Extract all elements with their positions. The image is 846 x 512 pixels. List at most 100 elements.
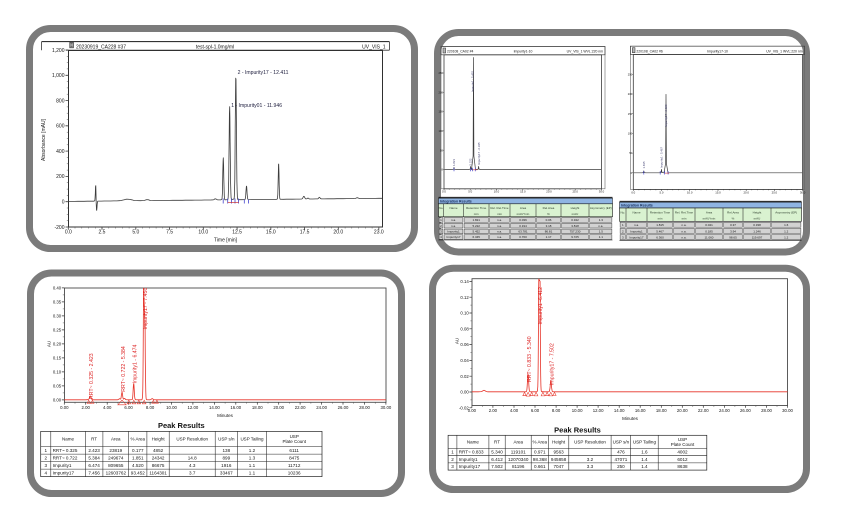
svg-text:15.0: 15.0 bbox=[266, 230, 276, 236]
svg-text:1.246: 1.246 bbox=[753, 229, 761, 233]
svg-text:Rel.Area: Rel.Area bbox=[543, 206, 555, 210]
svg-text:Peak Results: Peak Results bbox=[158, 421, 205, 430]
svg-text:5.222: 5.222 bbox=[472, 224, 480, 228]
svg-text:14.8: 14.8 bbox=[188, 456, 197, 461]
svg-text:1.1: 1.1 bbox=[249, 463, 256, 468]
svg-text:0.06: 0.06 bbox=[546, 218, 552, 222]
svg-text:Name: Name bbox=[467, 440, 480, 445]
svg-text:6.00: 6.00 bbox=[531, 408, 540, 413]
svg-text:n.a.: n.a. bbox=[681, 236, 686, 240]
svg-text:1: 1 bbox=[451, 450, 454, 455]
svg-text:6.345: 6.345 bbox=[472, 235, 480, 239]
svg-text:28.00: 28.00 bbox=[761, 408, 772, 413]
svg-text:6111: 6111 bbox=[289, 448, 299, 453]
svg-text:200: 200 bbox=[438, 90, 443, 94]
svg-text:4.520: 4.520 bbox=[132, 463, 144, 468]
svg-text:RRT~ 0.325: RRT~ 0.325 bbox=[53, 448, 78, 453]
svg-text:Area: Area bbox=[111, 437, 121, 442]
svg-text:0: 0 bbox=[62, 200, 65, 206]
svg-text:UV_VIS_1 WVL:220 nm: UV_VIS_1 WVL:220 nm bbox=[567, 50, 604, 54]
svg-text:0.177: 0.177 bbox=[132, 448, 144, 453]
svg-text:98.65: 98.65 bbox=[729, 236, 737, 240]
svg-text:n.a.: n.a. bbox=[497, 235, 502, 239]
svg-text:10.00: 10.00 bbox=[572, 408, 583, 413]
svg-text:0.0: 0.0 bbox=[442, 190, 446, 194]
svg-text:0.05: 0.05 bbox=[53, 384, 62, 389]
svg-text:1 - Impurity01 - 11.946: 1 - Impurity01 - 11.946 bbox=[231, 103, 282, 109]
svg-text:min: min bbox=[682, 217, 687, 221]
svg-text:0.00: 0.00 bbox=[460, 390, 469, 395]
svg-text:47071: 47071 bbox=[615, 457, 628, 462]
svg-text:7047: 7047 bbox=[553, 464, 564, 469]
svg-text:1.17: 1.17 bbox=[546, 235, 552, 239]
svg-text:0.185: 0.185 bbox=[705, 229, 713, 233]
svg-text:86.81: 86.81 bbox=[545, 230, 553, 234]
svg-text:1.6: 1.6 bbox=[641, 450, 648, 455]
svg-text:6.412: 6.412 bbox=[491, 457, 503, 462]
svg-text:Rel. Ret.Time: Rel. Ret.Time bbox=[490, 206, 509, 210]
svg-text:5.340: 5.340 bbox=[491, 450, 503, 455]
svg-text:RT: RT bbox=[91, 437, 97, 442]
svg-text:Height: Height bbox=[152, 437, 166, 442]
svg-text:USP s/n: USP s/n bbox=[613, 440, 630, 445]
svg-text:400: 400 bbox=[56, 149, 65, 155]
svg-text:30.0: 30.0 bbox=[800, 190, 806, 194]
svg-text:809655: 809655 bbox=[108, 463, 124, 468]
svg-text:1.1: 1.1 bbox=[599, 235, 604, 239]
svg-text:Impurity17: Impurity17 bbox=[446, 235, 460, 239]
svg-text:0.036: 0.036 bbox=[519, 218, 527, 222]
svg-text:119101: 119101 bbox=[511, 450, 526, 455]
svg-text:Impurity17: Impurity17 bbox=[53, 471, 75, 476]
svg-text:n.a.: n.a. bbox=[634, 223, 639, 227]
svg-text:USP Resolution: USP Resolution bbox=[574, 440, 606, 445]
svg-text:USP Tailing: USP Tailing bbox=[240, 437, 264, 442]
svg-text:Minutes: Minutes bbox=[622, 416, 639, 421]
svg-text:14.00: 14.00 bbox=[614, 408, 625, 413]
svg-text:1.2: 1.2 bbox=[249, 448, 256, 453]
svg-text:2.00: 2.00 bbox=[489, 408, 498, 413]
svg-text:Integration Results: Integration Results bbox=[440, 199, 472, 203]
svg-text:8638: 8638 bbox=[677, 464, 688, 469]
svg-text:Impurity1: Impurity1 bbox=[630, 229, 643, 233]
svg-text:4.00: 4.00 bbox=[103, 405, 112, 410]
svg-text:1.1: 1.1 bbox=[249, 471, 256, 476]
svg-text:n.a.: n.a. bbox=[598, 224, 603, 228]
svg-text:220108_CA02 #6: 220108_CA02 #6 bbox=[636, 49, 663, 53]
svg-text:Height: Height bbox=[753, 210, 762, 214]
svg-text:Name: Name bbox=[449, 206, 457, 210]
svg-text:249674: 249674 bbox=[108, 456, 124, 461]
svg-text:8475: 8475 bbox=[289, 456, 300, 461]
svg-text:0.04: 0.04 bbox=[460, 358, 469, 363]
svg-text:Impurity17 - 6.360: Impurity17 - 6.360 bbox=[664, 104, 668, 127]
svg-text:250: 250 bbox=[628, 72, 633, 76]
svg-text:4.3: 4.3 bbox=[189, 463, 196, 468]
svg-text:12070340: 12070340 bbox=[508, 457, 529, 462]
svg-text:Impurity1: Impurity1 bbox=[53, 463, 72, 468]
svg-text:100: 100 bbox=[628, 132, 633, 136]
svg-text:17.5: 17.5 bbox=[300, 230, 310, 236]
svg-text:0.041: 0.041 bbox=[705, 223, 713, 227]
svg-text:USP: USP bbox=[290, 434, 299, 439]
svg-text:12603762: 12603762 bbox=[106, 471, 127, 476]
svg-text:% Area: % Area bbox=[533, 440, 548, 445]
svg-text:0.15: 0.15 bbox=[53, 356, 62, 361]
svg-text:n.a.: n.a. bbox=[681, 229, 686, 233]
svg-text:16.00: 16.00 bbox=[635, 408, 646, 413]
svg-text:7.456: 7.456 bbox=[88, 471, 100, 476]
svg-text:0.12: 0.12 bbox=[460, 295, 469, 300]
svg-text:8.00: 8.00 bbox=[146, 405, 155, 410]
svg-text:1164301: 1164301 bbox=[149, 471, 167, 476]
svg-text:757.230: 757.230 bbox=[570, 230, 581, 234]
svg-text:23819: 23819 bbox=[109, 448, 122, 453]
svg-text:5.222: 5.222 bbox=[468, 158, 472, 165]
svg-text:5.0: 5.0 bbox=[660, 190, 664, 194]
svg-text:2.5: 2.5 bbox=[99, 230, 106, 236]
svg-text:Asymmetry (EP): Asymmetry (EP) bbox=[775, 210, 797, 214]
svg-text:UV_VIS_1 WVL:220 nm: UV_VIS_1 WVL:220 nm bbox=[766, 49, 803, 53]
svg-text:945858: 945858 bbox=[551, 457, 567, 462]
svg-text:7.502: 7.502 bbox=[491, 464, 503, 469]
svg-text:5.0: 5.0 bbox=[132, 230, 139, 236]
svg-text:4: 4 bbox=[45, 471, 48, 476]
svg-text:3.818: 3.818 bbox=[571, 224, 579, 228]
svg-text:% Area: % Area bbox=[131, 437, 146, 442]
